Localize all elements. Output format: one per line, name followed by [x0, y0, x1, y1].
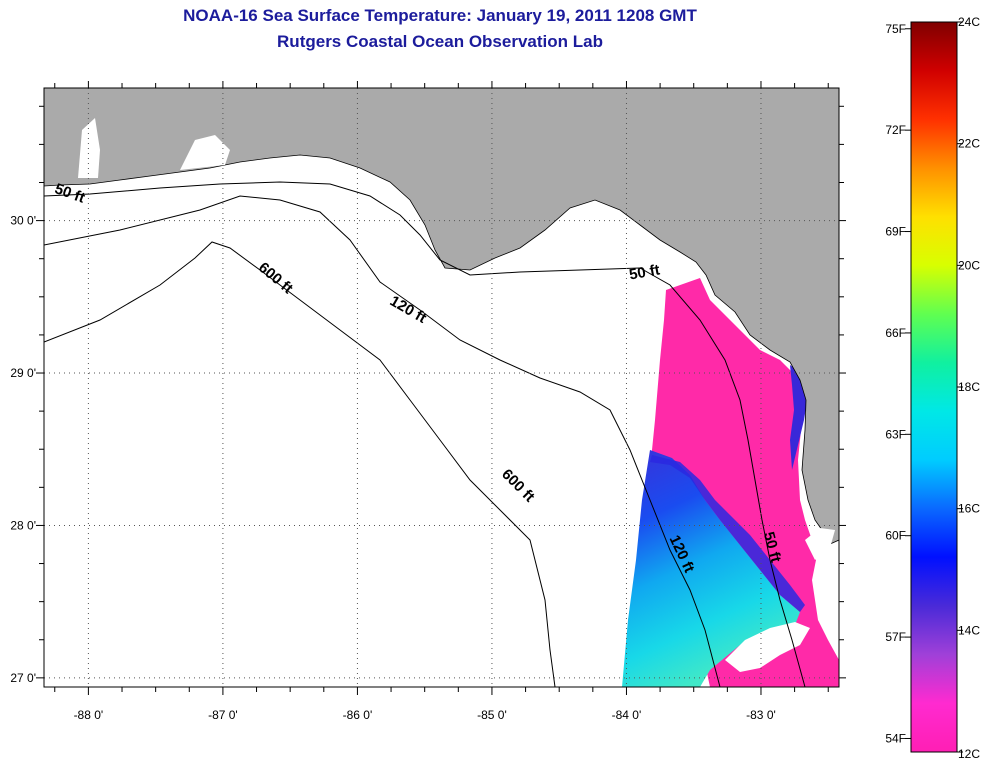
- colorbar-celsius-label: 18C: [958, 380, 980, 394]
- map-title: NOAA-16 Sea Surface Temperature: January…: [183, 6, 697, 25]
- colorbar-fahrenheit-label: 69F: [885, 225, 906, 239]
- colorbar-celsius-label: 16C: [958, 502, 980, 516]
- colorbar-fahrenheit-label: 72F: [885, 123, 906, 137]
- lat-tick-label: 27 0': [10, 671, 36, 685]
- lon-tick-label: -83 0': [746, 708, 776, 722]
- lon-tick-label: -86 0': [343, 708, 373, 722]
- cloud-patch: [725, 622, 810, 672]
- map-frame: [43, 87, 840, 688]
- axis-ticks: -88 0' -87 0' -86 0' -85 0' -84 0' -83 0' 30 0…: [10, 81, 846, 722]
- colorbar-celsius-label: 20C: [958, 258, 980, 272]
- colorbar-celsius-label: 14C: [958, 623, 980, 637]
- lon-tick-label: -87 0': [208, 708, 238, 722]
- colorbar-fahrenheit-label: 54F: [885, 731, 906, 745]
- colorbar-scale: [910, 21, 958, 753]
- colorbar-fahrenheit-label: 66F: [885, 326, 906, 340]
- colorbar-fahrenheit-label: 63F: [885, 427, 906, 441]
- lat-tick-label: 28 0': [10, 518, 36, 532]
- lat-tick-label: 29 0': [10, 366, 36, 380]
- lat-tick-label: 30 0': [10, 214, 36, 228]
- isobath-50ft: [44, 181, 806, 687]
- colorbar-fahrenheit-label: 75F: [885, 22, 906, 36]
- sst-transition-band: [650, 455, 805, 612]
- isobath-label: 50 ft: [628, 262, 661, 284]
- pensacola-bay: [180, 135, 230, 170]
- isobath-120ft: [44, 195, 721, 687]
- lon-tick-label: -84 0': [612, 708, 642, 722]
- colorbar-fahrenheit-label: 57F: [885, 630, 906, 644]
- tampa-bay: [805, 528, 835, 560]
- isobath-600ft: [44, 241, 556, 687]
- lon-tick-label: -85 0': [477, 708, 507, 722]
- colorbar-celsius-label: 22C: [958, 137, 980, 151]
- sst-cool-region: [622, 450, 800, 687]
- colorbar-celsius-label: 12C: [958, 747, 980, 761]
- colorbar-celsius-label: 24C: [958, 15, 980, 29]
- mobile-bay: [78, 118, 100, 178]
- map-subtitle: Rutgers Coastal Ocean Observation Lab: [277, 32, 603, 51]
- lon-tick-label: -88 0': [74, 708, 104, 722]
- colorbar-fahrenheit-label: 60F: [885, 529, 906, 543]
